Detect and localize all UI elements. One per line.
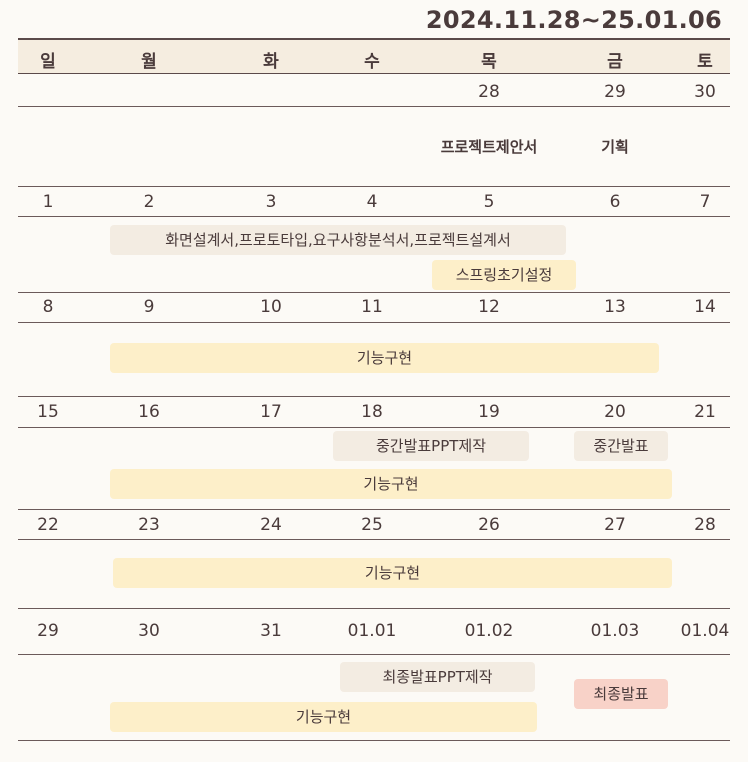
day-cell[interactable]: 25: [361, 515, 383, 535]
day-cell[interactable]: 13: [604, 297, 626, 317]
day-cell[interactable]: 11: [361, 297, 383, 317]
event-bar[interactable]: 스프링초기설정: [432, 260, 576, 290]
day-cell[interactable]: 20: [604, 402, 626, 422]
day-cell[interactable]: 28: [478, 82, 500, 102]
day-cell[interactable]: 27: [604, 515, 626, 535]
event-bar[interactable]: 기능구현: [110, 469, 672, 499]
day-cell[interactable]: 21: [694, 402, 716, 422]
day-cell[interactable]: 01.02: [464, 621, 514, 641]
row-divider: [18, 427, 730, 428]
day-cell[interactable]: 24: [260, 515, 282, 535]
row-divider: [18, 396, 730, 397]
day-cell[interactable]: 19: [478, 402, 500, 422]
day-cell[interactable]: 10: [260, 297, 282, 317]
event-label: 중간발표PPT제작: [375, 437, 487, 455]
day-cell[interactable]: 16: [138, 402, 160, 422]
event-bar[interactable]: 화면설계서,프로토타입,요구사항분석서,프로젝트설계서: [110, 225, 566, 255]
event-label: 최종발표PPT제작: [382, 668, 493, 686]
day-cell[interactable]: 6: [609, 192, 621, 212]
day-cell[interactable]: 30: [138, 621, 160, 641]
day-cell[interactable]: 5: [483, 192, 495, 212]
day-cell[interactable]: 7: [699, 192, 711, 212]
event-label: 기능구현: [295, 708, 352, 726]
weekday-sun: 일: [40, 52, 56, 72]
weekday-thu: 목: [481, 52, 497, 72]
day-cell[interactable]: 01.03: [590, 621, 640, 641]
weekday-tue: 화: [263, 52, 279, 72]
day-cell[interactable]: 12: [478, 297, 500, 317]
event-bar[interactable]: 기능구현: [110, 343, 659, 373]
day-cell[interactable]: 01.04: [680, 621, 730, 641]
event-bar[interactable]: 최종발표: [574, 679, 668, 709]
row-divider: [18, 216, 730, 217]
day-cell[interactable]: 31: [260, 621, 282, 641]
weekday-wed: 수: [364, 52, 380, 72]
event-label: 최종발표: [593, 685, 649, 703]
day-cell[interactable]: 18: [361, 402, 383, 422]
weekday-fri: 금: [607, 52, 623, 72]
event-label: 기능구현: [356, 349, 413, 367]
event-bar[interactable]: 기능구현: [113, 558, 672, 588]
note-proposal: 프로젝트제안서: [440, 138, 538, 156]
row-divider: [18, 654, 730, 655]
row-divider: [18, 186, 730, 187]
row-divider: [18, 740, 730, 741]
day-cell[interactable]: 01.01: [347, 621, 397, 641]
row-divider: [18, 106, 730, 107]
day-cell[interactable]: 29: [37, 621, 59, 641]
event-bar[interactable]: 기능구현: [110, 702, 537, 732]
note-planning: 기획: [601, 138, 629, 156]
event-label: 화면설계서,프로토타입,요구사항분석서,프로젝트설계서: [165, 231, 511, 249]
day-cell[interactable]: 3: [265, 192, 277, 212]
day-cell[interactable]: 1: [42, 192, 54, 212]
day-cell[interactable]: 28: [694, 515, 716, 535]
event-label: 스프링초기설정: [455, 266, 553, 284]
weekday-mon: 월: [141, 52, 157, 72]
day-cell[interactable]: 22: [37, 515, 59, 535]
day-cell[interactable]: 8: [42, 297, 54, 317]
day-cell[interactable]: 4: [366, 192, 378, 212]
event-bar[interactable]: 중간발표: [574, 431, 668, 461]
day-cell[interactable]: 14: [694, 297, 716, 317]
row-divider: [18, 292, 730, 293]
day-cell[interactable]: 29: [604, 82, 626, 102]
event-bar[interactable]: 최종발표PPT제작: [340, 662, 535, 692]
date-range-title: 2024.11.28~25.01.06: [425, 6, 722, 34]
day-cell[interactable]: 2: [143, 192, 155, 212]
event-bar[interactable]: 중간발표PPT제작: [333, 431, 529, 461]
row-divider: [18, 509, 730, 510]
day-cell[interactable]: 30: [694, 82, 716, 102]
event-label: 기능구현: [364, 564, 421, 582]
calendar-grid: 일 월 화 수 목 금 토 28 29 30 프로젝트제안서 기획 1 2 3 …: [18, 38, 730, 742]
weekday-header: 일 월 화 수 목 금 토: [18, 38, 730, 74]
day-cell[interactable]: 26: [478, 515, 500, 535]
row-divider: [18, 539, 730, 540]
row-divider: [18, 608, 730, 609]
day-cell[interactable]: 15: [37, 402, 59, 422]
event-label: 중간발표: [593, 437, 649, 455]
event-label: 기능구현: [363, 475, 419, 493]
day-cell[interactable]: 9: [143, 297, 155, 317]
day-cell[interactable]: 23: [138, 515, 160, 535]
weekday-sat: 토: [697, 52, 713, 72]
row-divider: [18, 322, 730, 323]
day-cell[interactable]: 17: [260, 402, 282, 422]
